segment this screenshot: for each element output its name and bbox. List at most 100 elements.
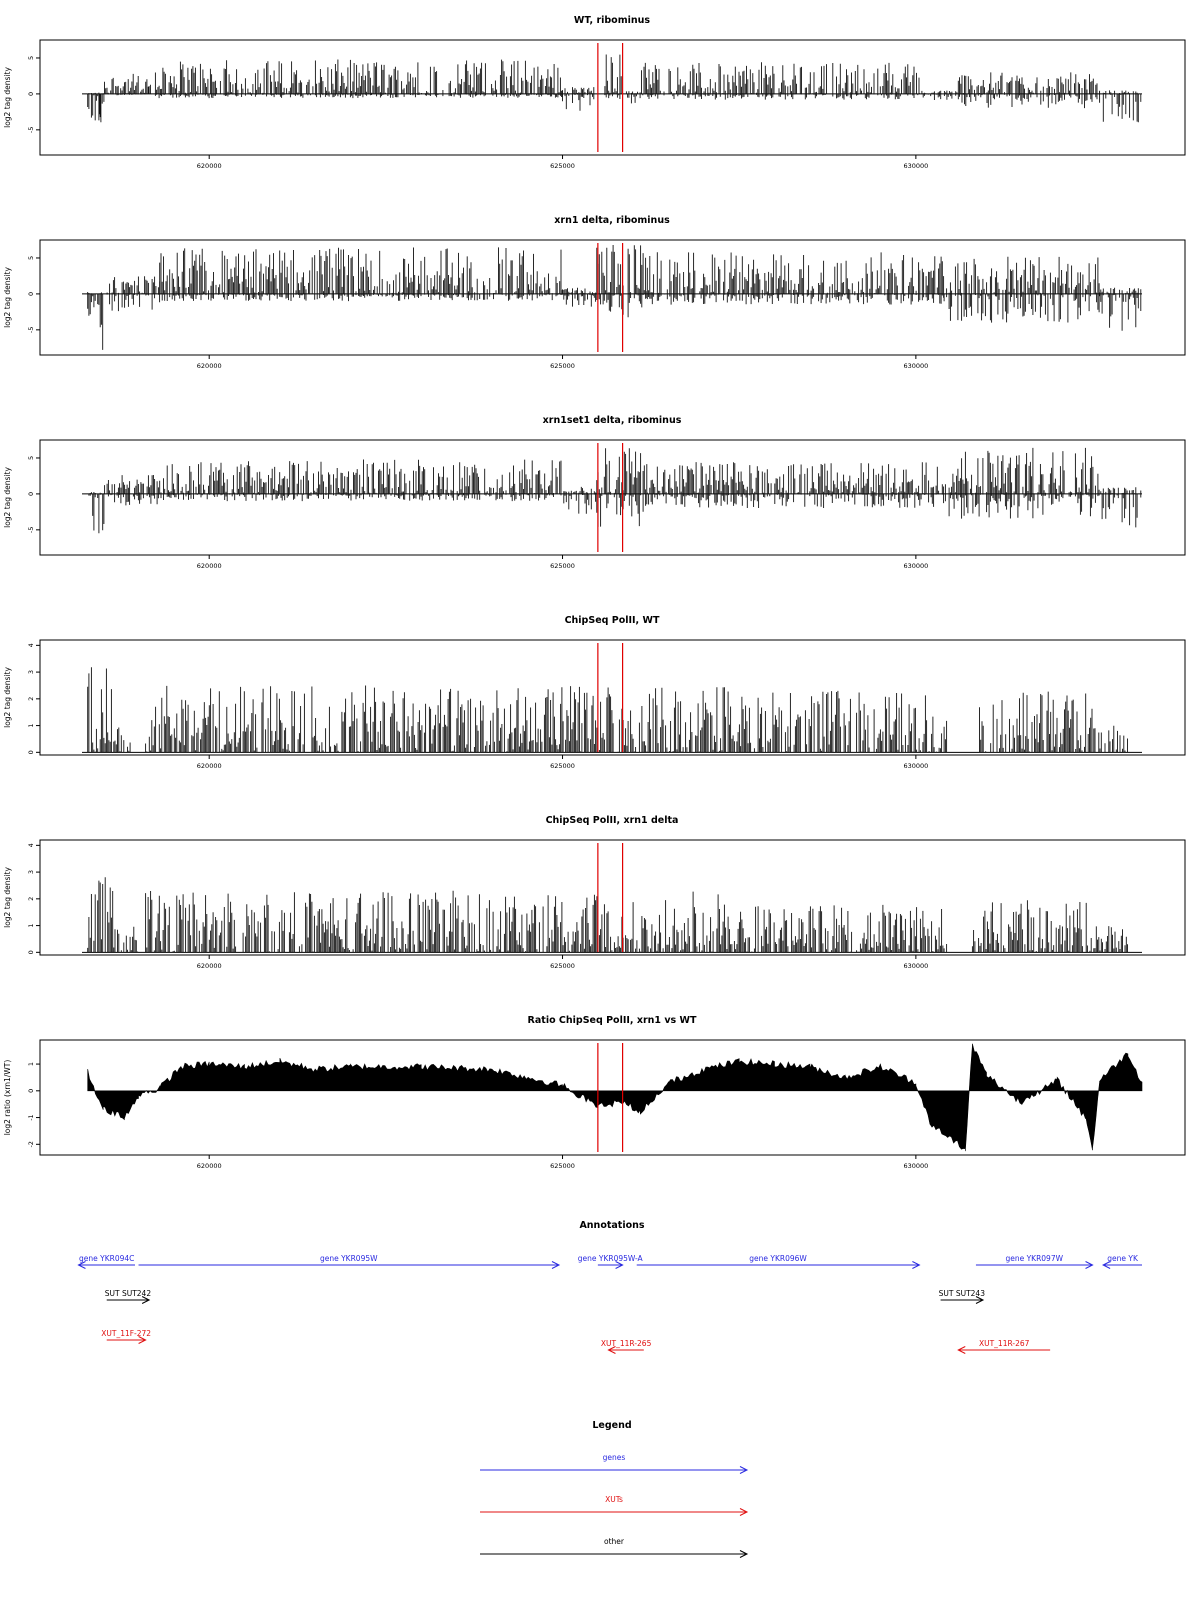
y-tick-label: 5 xyxy=(27,256,35,260)
feature-xut: XUT_11R-265 xyxy=(601,1339,652,1354)
plot-frame xyxy=(39,239,1186,356)
annotation-features: gene YKR094C gene YKR095W gene YKR095W-A ge… xyxy=(77,1254,1142,1354)
x-tick-label: 630000 xyxy=(903,1162,928,1170)
y-tick-label: -1 xyxy=(27,1114,35,1120)
arrow-left-icon xyxy=(77,1261,86,1269)
x-tick-label: 620000 xyxy=(197,162,222,170)
y-axis-label: log2 tag density xyxy=(3,267,12,328)
panel-title: Ratio ChipSeq PolII, xrn1 vs WT xyxy=(528,1015,697,1026)
y-tick-label: 0 xyxy=(27,92,35,96)
y-tick-label: 2 xyxy=(27,697,35,701)
data-marks xyxy=(82,54,1142,123)
y-tick-label: 3 xyxy=(27,670,35,674)
x-tick-label: 620000 xyxy=(197,362,222,370)
feature-label: gene YKR094C xyxy=(79,1254,134,1263)
ratio-area xyxy=(87,1043,1143,1152)
arrow-left-icon xyxy=(1102,1261,1111,1269)
feature-other: SUT SUT243 xyxy=(939,1289,986,1304)
y-axis-label: log2 tag density xyxy=(3,467,12,528)
feature-gene: gene YKR095W-A xyxy=(578,1254,644,1269)
legend-title: Legend xyxy=(592,1420,631,1431)
feature-gene: gene YKR094C xyxy=(77,1254,135,1269)
legend-item: genes xyxy=(480,1453,749,1474)
track-panels: WT, ribominus log2 tag density -5 0 5 620000 6… xyxy=(3,15,1186,1170)
y-tick-label: 4 xyxy=(27,843,35,847)
panel-title: xrn1 delta, ribominus xyxy=(554,215,670,226)
annotations-track: Annotations gene YKR094C gene YKR095W gene… xyxy=(77,1220,1142,1354)
legend-items: genes XUTs other xyxy=(480,1453,749,1558)
feature-label: gene YKR095W-A xyxy=(578,1254,644,1263)
y-tick-label: -2 xyxy=(27,1141,35,1147)
y-tick-label: -5 xyxy=(27,527,35,533)
arrow-left-icon xyxy=(957,1346,966,1354)
track-panel-6: Ratio ChipSeq PolII, xrn1 vs WT log2 rati… xyxy=(3,1015,1186,1170)
x-tick-label: 620000 xyxy=(197,1162,222,1170)
x-tick-label: 620000 xyxy=(197,962,222,970)
y-axis-label: log2 tag density xyxy=(3,667,12,728)
y-tick-label: 0 xyxy=(27,492,35,496)
y-tick-label: 4 xyxy=(27,643,35,647)
feature-xut: XUT_11R-267 xyxy=(957,1339,1051,1354)
y-tick-label: 1 xyxy=(27,724,35,728)
plot-frame xyxy=(39,439,1186,556)
feature-label: XUT_11R-267 xyxy=(979,1339,1030,1348)
plot-frame xyxy=(39,839,1186,956)
plot-frame xyxy=(39,639,1186,756)
y-tick-label: 0 xyxy=(27,750,35,754)
legend-item: other xyxy=(480,1537,749,1558)
x-tick-label: 625000 xyxy=(550,162,575,170)
data-marks xyxy=(82,667,1142,753)
feature-label: SUT SUT243 xyxy=(939,1289,986,1298)
signal-bars xyxy=(87,54,1142,123)
arrow-right-icon xyxy=(739,1466,749,1474)
track-panel-4: ChipSeq PolII, WT log2 tag density 0 1 2 3 4 62… xyxy=(3,615,1186,770)
panel-title: xrn1set1 delta, ribominus xyxy=(543,415,682,426)
x-tick-label: 625000 xyxy=(550,362,575,370)
y-axis-label: log2 tag density xyxy=(3,67,12,128)
x-tick-label: 625000 xyxy=(550,1162,575,1170)
arrow-right-icon xyxy=(615,1261,624,1269)
y-tick-label: -5 xyxy=(27,327,35,333)
data-marks xyxy=(82,447,1142,534)
arrow-right-icon xyxy=(138,1336,147,1344)
legend-label: other xyxy=(604,1537,625,1546)
feature-gene: gene YK xyxy=(1102,1254,1142,1269)
y-tick-label: 0 xyxy=(27,292,35,296)
x-tick-label: 625000 xyxy=(550,562,575,570)
y-tick-label: 5 xyxy=(27,56,35,60)
x-tick-label: 630000 xyxy=(903,562,928,570)
y-tick-label: 0 xyxy=(27,1089,35,1093)
feature-label: gene YKR095W xyxy=(320,1254,378,1263)
signal-bars xyxy=(87,245,1142,350)
feature-xut: XUT_11F-272 xyxy=(101,1329,151,1344)
signal-bars xyxy=(87,667,1128,753)
arrow-left-icon xyxy=(607,1346,616,1354)
feature-label: XUT_11R-265 xyxy=(601,1339,652,1348)
x-tick-label: 630000 xyxy=(903,962,928,970)
plot-frame xyxy=(39,39,1186,156)
x-tick-label: 625000 xyxy=(550,962,575,970)
track-panel-2: xrn1 delta, ribominus log2 tag density -5 0… xyxy=(3,215,1186,370)
feature-label: gene YKR097W xyxy=(1005,1254,1063,1263)
x-tick-label: 630000 xyxy=(903,162,928,170)
data-marks xyxy=(82,245,1142,350)
arrow-right-icon xyxy=(141,1296,151,1304)
y-tick-label: 1 xyxy=(27,1062,35,1066)
legend: Legend genes XUTs other xyxy=(480,1420,749,1558)
signal-bars xyxy=(87,877,1128,953)
feature-label: gene YKR096W xyxy=(749,1254,807,1263)
signal-bars xyxy=(88,447,1142,534)
panel-title: ChipSeq PolII, WT xyxy=(565,615,660,626)
feature-label: XUT_11F-272 xyxy=(101,1329,151,1338)
y-tick-label: -5 xyxy=(27,127,35,133)
panel-title: ChipSeq PolII, xrn1 delta xyxy=(546,815,679,826)
track-panel-3: xrn1set1 delta, ribominus log2 tag densit… xyxy=(3,415,1186,570)
data-marks xyxy=(82,877,1142,953)
x-tick-label: 620000 xyxy=(197,762,222,770)
y-tick-label: 2 xyxy=(27,897,35,901)
feature-label: SUT SUT242 xyxy=(105,1289,152,1298)
arrow-right-icon xyxy=(975,1296,985,1304)
feature-label: gene YK xyxy=(1107,1254,1139,1263)
x-tick-label: 620000 xyxy=(197,562,222,570)
